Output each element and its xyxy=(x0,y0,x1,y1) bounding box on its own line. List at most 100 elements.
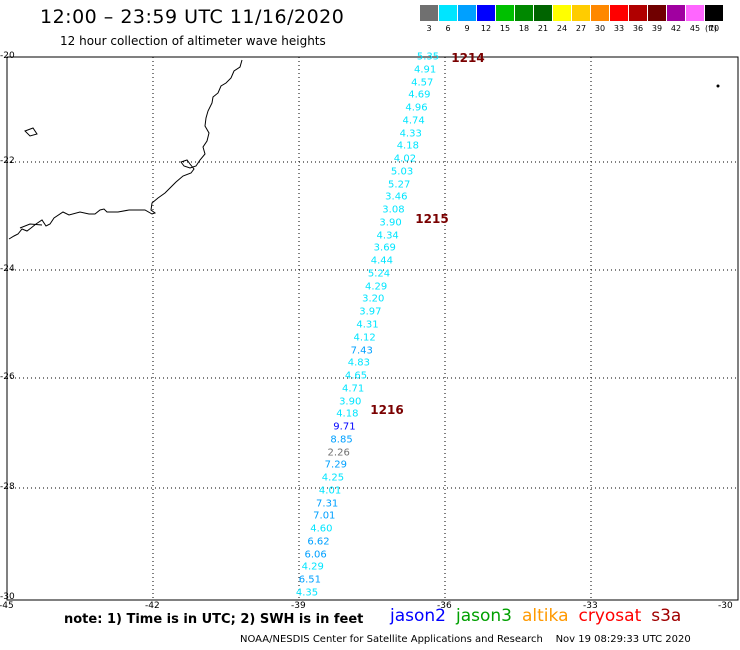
wave-height-label: 7.31 xyxy=(316,498,339,510)
scale-swatch xyxy=(534,5,552,21)
scale-label: 12 xyxy=(480,24,492,33)
scale-swatch xyxy=(705,5,723,21)
wave-height-label: 6.06 xyxy=(304,549,327,561)
pass-time-label: 1215 xyxy=(415,212,449,226)
island-path xyxy=(24,127,38,137)
scale-label: 21 xyxy=(537,24,549,33)
wave-height-label: 3.90 xyxy=(379,217,402,229)
scale-label: 70 xyxy=(708,24,720,33)
scale-swatch xyxy=(420,5,438,21)
scale-swatch xyxy=(553,5,571,21)
scale-label: 3 xyxy=(426,24,432,33)
scale-label: 33 xyxy=(613,24,625,33)
satellite-name: s3a xyxy=(651,606,682,626)
wave-height-label: 4.29 xyxy=(365,281,388,293)
scale-label: 39 xyxy=(651,24,663,33)
scale-swatch xyxy=(515,5,533,21)
scale-label: 9 xyxy=(464,24,470,33)
wave-height-label: 8.85 xyxy=(330,434,353,446)
wave-height-label: 4.69 xyxy=(408,89,431,101)
wave-height-label: 5.03 xyxy=(390,166,414,178)
bay-path xyxy=(19,223,43,229)
credit-line: NOAA/NESDIS Center for Satellite Applica… xyxy=(240,634,691,645)
coastline-path xyxy=(8,59,243,240)
wave-height-label: 4.34 xyxy=(376,230,399,242)
scale-label: 30 xyxy=(594,24,606,33)
wave-height-label: 7.01 xyxy=(313,510,336,522)
scale-swatch xyxy=(686,5,704,21)
pass-time-label: 1214 xyxy=(451,51,485,65)
wave-height-label: 4.12 xyxy=(353,332,376,344)
satellite-name: altika xyxy=(522,606,569,626)
map-title: 12:00 – 23:59 UTC 11/16/2020 xyxy=(40,6,345,28)
wave-height-label: 3.90 xyxy=(339,396,362,408)
wave-height-label: 3.97 xyxy=(359,306,382,318)
wave-height-label: 3.08 xyxy=(382,204,405,216)
lon-tick-label: -33 xyxy=(583,601,598,611)
lat-tick-label: -28 xyxy=(0,482,15,492)
satellite-name: cryosat xyxy=(578,606,642,626)
wave-height-label: 4.65 xyxy=(344,370,368,382)
note-text: note: 1) Time is in UTC; 2) SWH is in fe… xyxy=(64,612,364,627)
wave-height-label: 9.71 xyxy=(333,421,356,433)
scale-swatch xyxy=(591,5,609,21)
wave-height-label: 7.29 xyxy=(324,459,347,471)
wave-height-label: 6.51 xyxy=(298,574,322,586)
wave-height-label: 3.20 xyxy=(362,293,385,305)
wave-height-label: 5.24 xyxy=(367,268,391,280)
lat-tick-label: -30 xyxy=(0,592,15,602)
wave-height-label: 3.46 xyxy=(385,191,408,203)
scale-label: 15 xyxy=(499,24,511,33)
wave-height-label: 4.31 xyxy=(356,319,379,331)
wave-height-label: 4.01 xyxy=(318,485,342,497)
wave-height-label: 7.43 xyxy=(350,345,373,357)
lat-lon-grid xyxy=(7,57,738,600)
lon-tick-label: -45 xyxy=(0,601,14,611)
map-subtitle: 12 hour collection of altimeter wave hei… xyxy=(60,34,326,48)
wave-height-label: 4.33 xyxy=(399,128,422,140)
lat-tick-label: -20 xyxy=(0,51,15,61)
scale-swatch xyxy=(458,5,476,21)
lat-tick-label: -22 xyxy=(0,156,15,166)
wave-height-label: 4.71 xyxy=(341,383,365,395)
scale-swatch xyxy=(496,5,514,21)
lat-tick-label: -24 xyxy=(0,264,15,274)
scale-label: 6 xyxy=(445,24,451,33)
wave-height-label: 4.35 xyxy=(295,587,319,599)
wave-height-label: 2.26 xyxy=(327,447,350,459)
scale-swatch xyxy=(477,5,495,21)
scale-unit: (ft) xyxy=(704,24,718,33)
scale-label: 36 xyxy=(632,24,644,33)
wave-height-label: 4.02 xyxy=(393,153,417,165)
scale-swatch xyxy=(648,5,666,21)
scale-swatch xyxy=(572,5,590,21)
scale-label: 24 xyxy=(556,24,568,33)
scale-swatch xyxy=(610,5,628,21)
wave-height-label: 4.57 xyxy=(411,77,434,89)
satellite-legend: jason2 jason3 altika cryosat s3a xyxy=(390,606,691,626)
scale-label: 42 xyxy=(670,24,682,33)
lon-tick-label: -42 xyxy=(145,601,160,611)
satellite-name: jason2 xyxy=(390,606,446,626)
lon-tick-label: -36 xyxy=(437,601,452,611)
scale-swatch xyxy=(439,5,457,21)
wave-height-label: 4.25 xyxy=(321,472,345,484)
wave-height-label: 4.18 xyxy=(396,140,419,152)
lon-tick-label: -30 xyxy=(718,601,733,611)
lon-tick-label: -39 xyxy=(291,601,306,611)
scale-swatch xyxy=(667,5,685,21)
wave-height-label: 4.44 xyxy=(370,255,394,267)
scale-label: 18 xyxy=(518,24,530,33)
island-dot xyxy=(716,84,720,88)
coastline xyxy=(8,59,243,240)
wave-height-label: 4.29 xyxy=(301,561,324,573)
wave-height-label: 4.96 xyxy=(405,102,428,114)
wave-height-label: 4.18 xyxy=(336,408,359,420)
wave-height-label: 4.74 xyxy=(402,115,425,127)
wave-height-label: 4.83 xyxy=(347,357,370,369)
wave-height-label: 6.62 xyxy=(307,536,330,548)
lat-tick-label: -26 xyxy=(0,372,15,382)
satellite-name: jason3 xyxy=(456,606,512,626)
scale-swatch xyxy=(629,5,647,21)
